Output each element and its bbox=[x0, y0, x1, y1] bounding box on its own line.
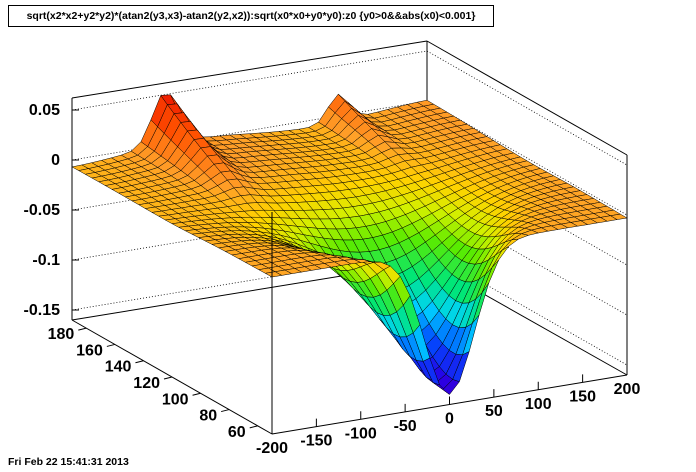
y-tick-label: 160 bbox=[76, 342, 103, 359]
y-tick-mark bbox=[78, 327, 87, 331]
y-tick-label: 120 bbox=[133, 375, 160, 392]
y-tick-label: 180 bbox=[48, 326, 75, 343]
x-tick-label: -100 bbox=[345, 425, 377, 442]
y-tick-label: 100 bbox=[162, 391, 189, 408]
x-tick-label: 100 bbox=[525, 396, 552, 413]
z-tick-label: -0.15 bbox=[24, 302, 61, 319]
surface-cell bbox=[609, 213, 628, 220]
y-tick-mark bbox=[106, 343, 115, 347]
y-tick-mark bbox=[135, 360, 144, 364]
z-tick-label: 0 bbox=[51, 152, 60, 169]
gridline-z--0.15 bbox=[71, 250, 628, 366]
timestamp-footer: Fri Feb 22 15:41:31 2013 bbox=[8, 456, 129, 468]
y-tick-mark bbox=[192, 392, 201, 396]
y-tick-mark bbox=[221, 409, 230, 413]
x-tick-label: 50 bbox=[485, 403, 503, 420]
x-tick-label: -50 bbox=[394, 418, 417, 435]
y-tick-label: 140 bbox=[105, 359, 132, 376]
x-axis: -200 -150 -100 -50 0 50 100 150 200 bbox=[256, 367, 640, 457]
gridline-z-0.05 bbox=[71, 50, 628, 166]
x-tick-label: -200 bbox=[256, 440, 288, 457]
y-tick-mark bbox=[249, 425, 258, 429]
chart-title: sqrt(x2*x2+y2*y2)*(atan2(y3,x3)-atan2(y2… bbox=[8, 5, 494, 27]
y-tick-mark bbox=[163, 376, 173, 380]
x-tick-label: -150 bbox=[300, 433, 332, 450]
z-tick-label: -0.1 bbox=[32, 252, 60, 269]
z-tick-label: -0.05 bbox=[24, 202, 61, 219]
x-tick-label: 200 bbox=[614, 381, 641, 398]
gridline-z-0 bbox=[71, 100, 628, 216]
x-tick-label: 150 bbox=[569, 388, 596, 405]
z-axis: 0.05 0 -0.05 -0.1 -0.15 bbox=[24, 102, 79, 319]
x-tick-label: 0 bbox=[445, 411, 454, 428]
z-tick-label: 0.05 bbox=[29, 102, 60, 119]
surface-mesh bbox=[71, 93, 628, 395]
y-tick-label: 60 bbox=[228, 424, 246, 441]
y-tick-label: 80 bbox=[199, 408, 217, 425]
gridline-z--0.1 bbox=[71, 200, 628, 316]
